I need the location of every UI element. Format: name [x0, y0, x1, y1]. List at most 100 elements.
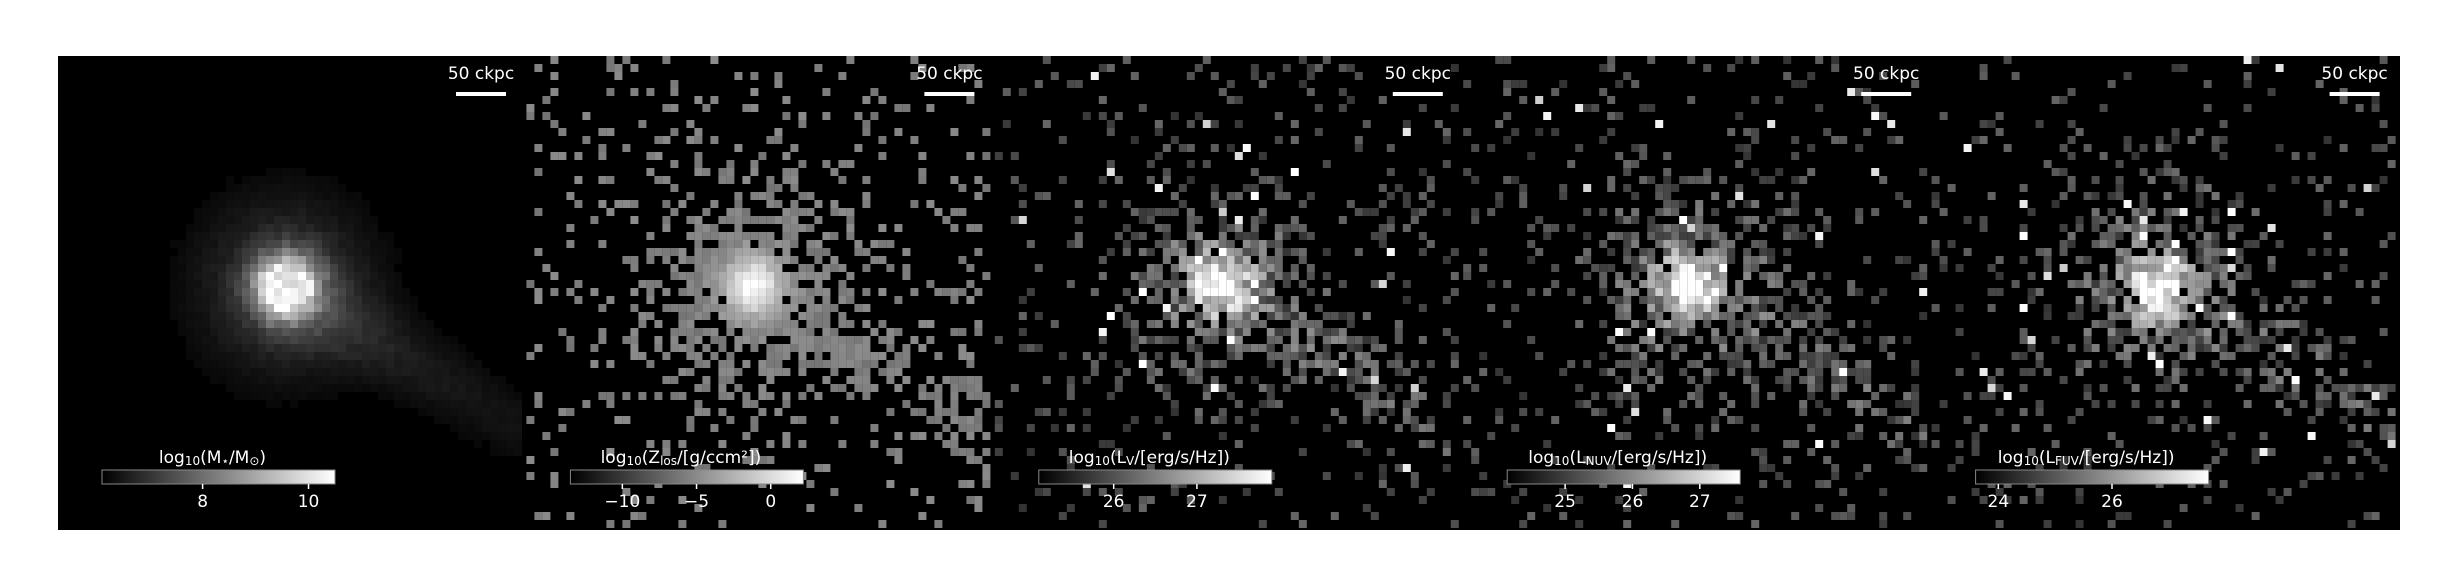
image-pixel [1162, 392, 1171, 400]
image-pixel [894, 360, 903, 368]
image-pixel [1995, 272, 2004, 280]
image-pixel [378, 264, 386, 272]
image-pixel [306, 376, 314, 384]
image-pixel [526, 416, 535, 424]
image-pixel [994, 416, 1003, 424]
image-pixel [1242, 232, 1251, 240]
scale-label: 50 ckpc [448, 64, 514, 84]
image-pixel [1266, 328, 1275, 336]
image-pixel [2211, 240, 2220, 248]
image-pixel [1370, 280, 1379, 288]
image-pixel [442, 408, 450, 416]
image-pixel [386, 296, 394, 304]
image-pixel [758, 312, 767, 320]
image-pixel [2139, 336, 2148, 344]
image-pixel [322, 336, 330, 344]
image-pixel [814, 304, 823, 312]
image-pixel [2155, 400, 2164, 408]
image-pixel [766, 376, 775, 384]
image-pixel [426, 344, 434, 352]
image-pixel [458, 384, 466, 392]
image-pixel [1719, 256, 1728, 264]
image-pixel [322, 216, 330, 224]
image-pixel [210, 304, 218, 312]
image-pixel [958, 184, 967, 192]
image-pixel [1791, 208, 1800, 216]
image-pixel [814, 392, 823, 400]
image-pixel [226, 304, 234, 312]
image-pixel [1607, 128, 1616, 136]
image-pixel [314, 312, 322, 320]
image-pixel [854, 504, 863, 512]
image-pixel [1623, 240, 1632, 248]
image-pixel [1242, 328, 1251, 336]
image-pixel [1138, 352, 1147, 360]
image-pixel [298, 360, 306, 368]
image-pixel [566, 288, 575, 296]
image-pixel [1066, 384, 1075, 392]
image-pixel [2371, 104, 2380, 112]
image-pixel [362, 240, 370, 248]
image-pixel [534, 400, 543, 408]
image-pixel [178, 240, 186, 248]
image-pixel [694, 264, 703, 272]
image-pixel [274, 184, 282, 192]
image-pixel [670, 344, 679, 352]
image-pixel [1855, 432, 1864, 440]
image-pixel [1370, 384, 1379, 392]
image-pixel [1170, 488, 1179, 496]
image-pixel [1703, 232, 1712, 240]
image-pixel [1791, 224, 1800, 232]
image-pixel [646, 360, 655, 368]
image-pixel [734, 72, 743, 80]
image-pixel [354, 272, 362, 280]
image-pixel [1242, 288, 1251, 296]
image-pixel [250, 312, 258, 320]
image-pixel [710, 96, 719, 104]
image-pixel [458, 344, 466, 352]
image-pixel [1202, 392, 1211, 400]
image-pixel [1210, 384, 1219, 392]
image-pixel [1330, 384, 1339, 392]
image-pixel [1655, 184, 1664, 192]
colorbar-tick-label: 27 [1689, 492, 1711, 512]
image-pixel [670, 208, 679, 216]
image-pixel [550, 472, 559, 480]
image-pixel [2195, 224, 2204, 232]
image-pixel [1615, 152, 1624, 160]
image-pixel [694, 160, 703, 168]
image-pixel [830, 368, 839, 376]
image-pixel [338, 200, 346, 208]
image-pixel [598, 328, 607, 336]
image-pixel [1703, 176, 1712, 184]
image-pixel [1274, 272, 1283, 280]
image-pixel [1995, 288, 2004, 296]
image-pixel [274, 192, 282, 200]
image-pixel [550, 480, 559, 488]
image-pixel [1751, 168, 1760, 176]
image-pixel [766, 352, 775, 360]
image-pixel [1759, 464, 1768, 472]
image-pixel [862, 344, 871, 352]
image-pixel [234, 376, 242, 384]
image-pixel [918, 392, 927, 400]
image-pixel [2195, 272, 2204, 280]
image-pixel [2107, 80, 2116, 88]
image-pixel [710, 424, 719, 432]
image-pixel [1210, 120, 1219, 128]
image-pixel [1775, 376, 1784, 384]
image-pixel [1234, 272, 1243, 280]
image-pixel [282, 352, 290, 360]
image-pixel [606, 88, 615, 96]
image-pixel [1751, 520, 1760, 528]
image-pixel [322, 208, 330, 216]
image-pixel [1370, 392, 1379, 400]
image-pixel [1971, 352, 1980, 360]
image-pixel [170, 240, 178, 248]
image-pixel [354, 304, 362, 312]
image-pixel [170, 288, 178, 296]
image-pixel [1979, 224, 1988, 232]
image-pixel [614, 64, 623, 72]
image-pixel [1298, 352, 1307, 360]
image-pixel [974, 192, 983, 200]
